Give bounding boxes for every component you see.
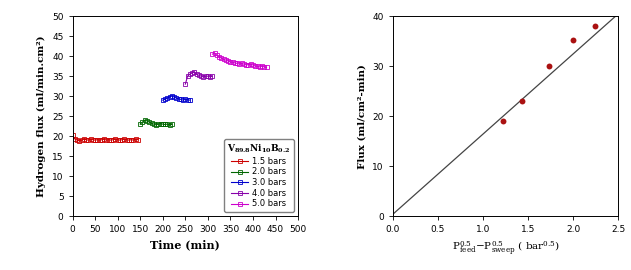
Legend: 1.5 bars, 2.0 bars, 3.0 bars, 4.0 bars, 5.0 bars: 1.5 bars, 2.0 bars, 3.0 bars, 4.0 bars, …: [224, 139, 294, 212]
Point: [517, 99, 527, 103]
Y-axis label: Flux (ml/cm²-min): Flux (ml/cm²-min): [358, 64, 367, 168]
X-axis label: Time (min): Time (min): [150, 239, 220, 251]
X-axis label: $\mathregular{P_{feed}^{0.5}}$$\mathregular{-P_{sweep}^{0.5}}$ ( bar$\mathregula: $\mathregular{P_{feed}^{0.5}}$$\mathregu…: [452, 239, 560, 258]
Y-axis label: Hydrogen flux (ml/min.cm²): Hydrogen flux (ml/min.cm²): [37, 35, 47, 197]
Point: [590, 24, 600, 28]
Point: [569, 38, 579, 42]
Point: [498, 119, 508, 123]
Point: [544, 64, 554, 68]
